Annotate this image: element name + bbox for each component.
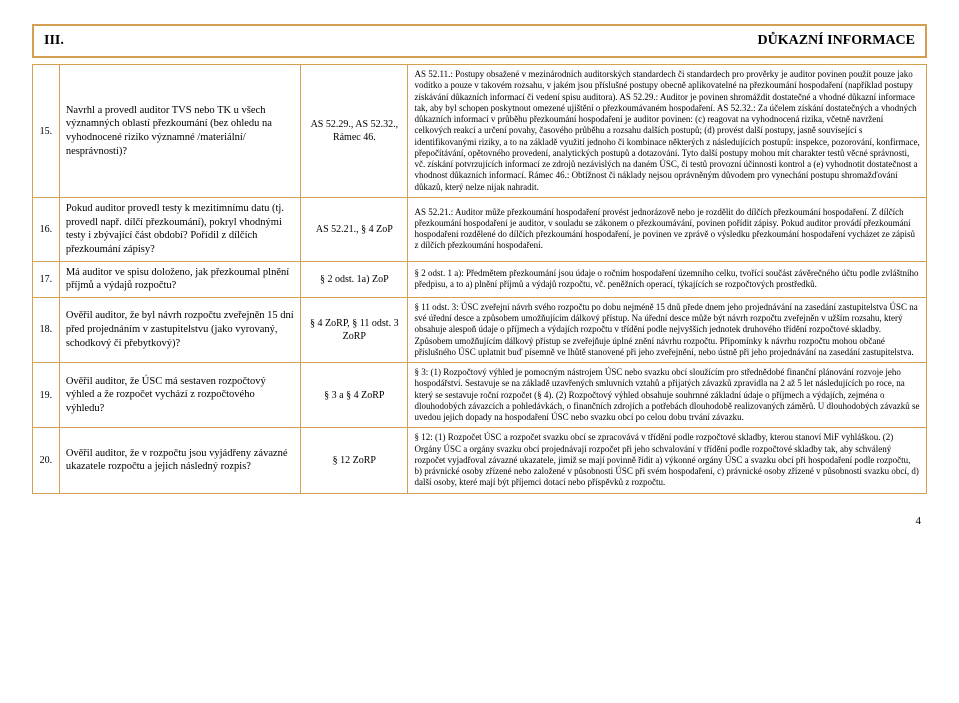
row-reference: § 4 ZoRP, § 11 odst. 3 ZoRP — [301, 297, 408, 362]
section-title: DŮKAZNÍ INFORMACE — [758, 32, 916, 50]
table-row: 16. Pokud auditor provedl testy k mezití… — [33, 197, 927, 261]
page-number: 4 — [32, 514, 927, 528]
row-question: Navrhl a provedl auditor TVS nebo TK u v… — [59, 65, 300, 198]
row-answer: § 11 odst. 3: ÚSC zveřejní návrh svého r… — [408, 297, 927, 362]
row-reference: AS 52.29., AS 52.32., Rámec 46. — [301, 65, 408, 198]
row-number: 20. — [33, 428, 60, 493]
row-number: 19. — [33, 363, 60, 428]
row-answer: AS 52.11.: Postupy obsažené v mezinárodn… — [408, 65, 927, 198]
row-answer: AS 52.21.: Auditor může přezkoumání hosp… — [408, 197, 927, 261]
table-row: 20. Ověřil auditor, že v rozpočtu jsou v… — [33, 428, 927, 493]
row-answer: § 2 odst. 1 a): Předmětem přezkoumání js… — [408, 261, 927, 297]
row-question: Ověřil auditor, že v rozpočtu jsou vyjád… — [59, 428, 300, 493]
row-number: 16. — [33, 197, 60, 261]
row-reference: § 12 ZoRP — [301, 428, 408, 493]
row-number: 15. — [33, 65, 60, 198]
row-reference: AS 52.21., § 4 ZoP — [301, 197, 408, 261]
row-answer: § 3: (1) Rozpočtový výhled je pomocným n… — [408, 363, 927, 428]
row-question: Pokud auditor provedl testy k mezitímním… — [59, 197, 300, 261]
table-row: 15. Navrhl a provedl auditor TVS nebo TK… — [33, 65, 927, 198]
row-question: Má auditor ve spisu doloženo, jak přezko… — [59, 261, 300, 297]
row-reference: § 3 a § 4 ZoRP — [301, 363, 408, 428]
row-answer: § 12: (1) Rozpočet ÚSC a rozpočet svazku… — [408, 428, 927, 493]
row-reference: § 2 odst. 1a) ZoP — [301, 261, 408, 297]
row-question: Ověřil auditor, že byl návrh rozpočtu zv… — [59, 297, 300, 362]
section-header: III. DŮKAZNÍ INFORMACE — [32, 24, 927, 58]
row-number: 18. — [33, 297, 60, 362]
table-row: 17. Má auditor ve spisu doloženo, jak př… — [33, 261, 927, 297]
row-number: 17. — [33, 261, 60, 297]
table-row: 18. Ověřil auditor, že byl návrh rozpočt… — [33, 297, 927, 362]
row-question: Ověřil auditor, že ÚSC má sestaven rozpo… — [59, 363, 300, 428]
section-number: III. — [44, 32, 64, 50]
evidence-table: 15. Navrhl a provedl auditor TVS nebo TK… — [32, 64, 927, 493]
table-row: 19. Ověřil auditor, že ÚSC má sestaven r… — [33, 363, 927, 428]
